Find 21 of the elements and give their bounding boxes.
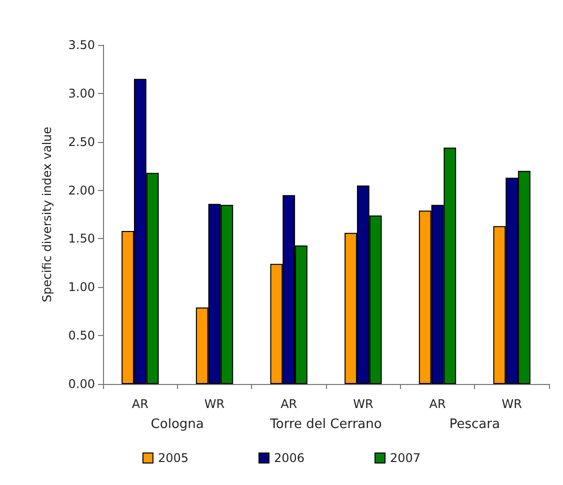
legend-label: 2005 bbox=[158, 451, 188, 465]
y-tick-label: 3.50 bbox=[68, 38, 95, 52]
text: Cologna bbox=[150, 417, 204, 432]
text: Torre del Cerrano bbox=[269, 417, 382, 432]
x-tick-label: WR bbox=[502, 397, 522, 411]
y-tick-label: 0.50 bbox=[68, 328, 95, 343]
y-tick-label: 0.00 bbox=[68, 377, 95, 391]
legend-label: 2007 bbox=[390, 451, 421, 465]
y-tick-label: 1.00 bbox=[68, 280, 95, 294]
x-tick-label: WR bbox=[204, 397, 225, 411]
x-tick-label: AR bbox=[429, 397, 446, 411]
y-tick-label: 1.50 bbox=[68, 232, 95, 246]
legend-label: 2006 bbox=[274, 451, 305, 465]
y-tick-label: 2.50 bbox=[68, 134, 95, 149]
y-axis-title: Specific diversity index value bbox=[40, 126, 54, 302]
y-tick-label: 3.00 bbox=[68, 86, 95, 100]
x-tick-label: AR bbox=[132, 397, 148, 411]
text: Pescara bbox=[449, 417, 500, 432]
x-tick-label: AR bbox=[280, 397, 298, 411]
x-tick-label: WR bbox=[353, 397, 374, 411]
y-tick-label: 2.00 bbox=[68, 183, 95, 198]
